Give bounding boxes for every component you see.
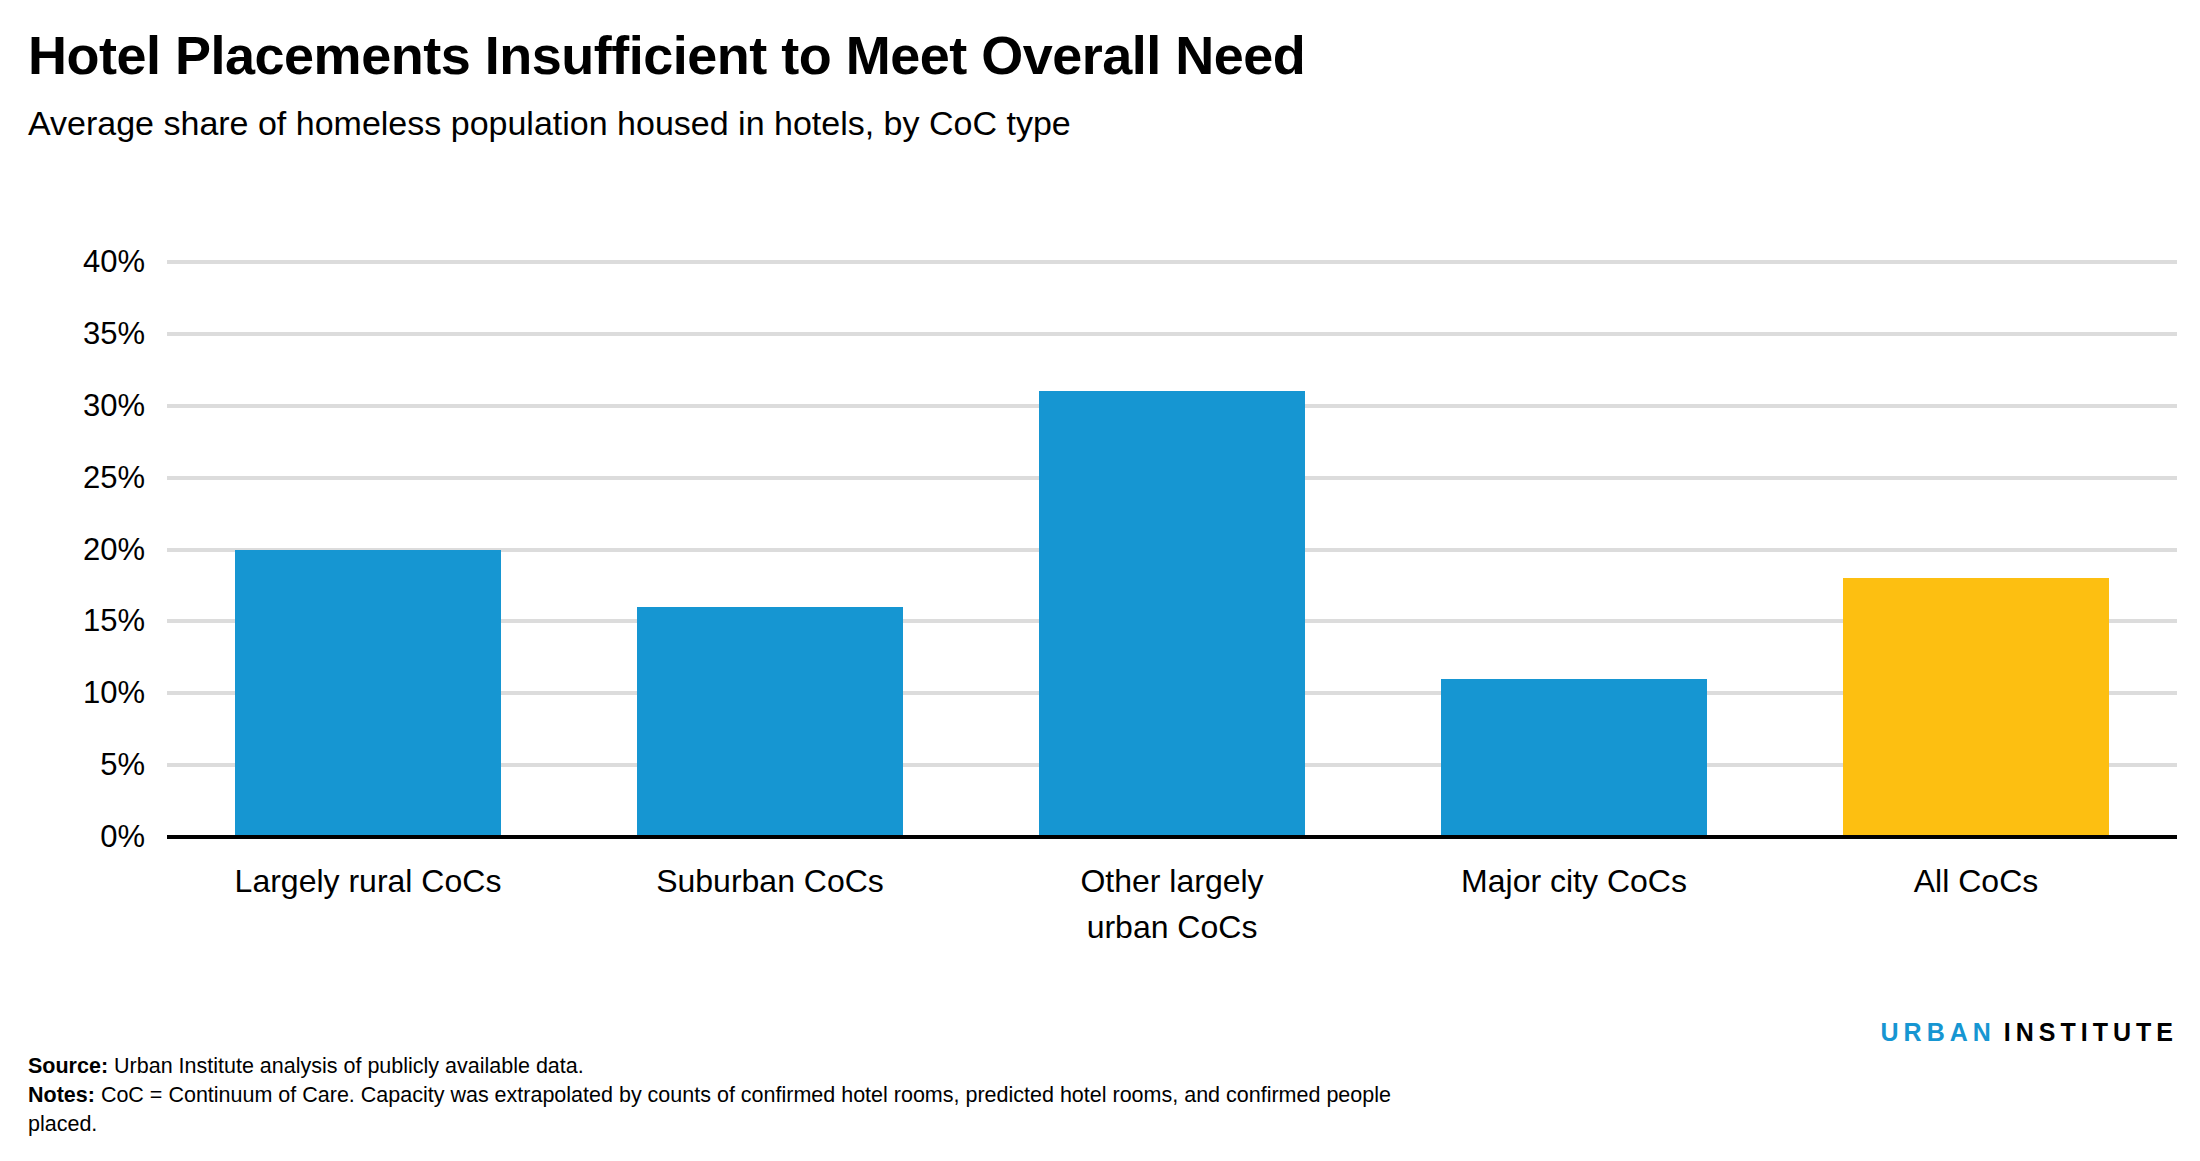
y-axis: 40%35%30%25%20%15%10%5%0% <box>0 262 145 837</box>
footer-notes: Source: Urban Institute analysis of publ… <box>28 1052 1428 1139</box>
bar-3 <box>1039 391 1305 837</box>
y-tick-label-40: 40% <box>83 244 145 280</box>
x-axis-labels: Largely rural CoCsSuburban CoCsOther lar… <box>167 858 2177 950</box>
x-label-3: Other largely urban CoCs <box>971 858 1373 950</box>
x-label-2: Suburban CoCs <box>569 858 971 950</box>
y-tick-label-15: 15% <box>83 603 145 639</box>
bar-4 <box>1441 679 1707 837</box>
y-tick-label-25: 25% <box>83 460 145 496</box>
source-text: Urban Institute analysis of publicly ava… <box>108 1054 584 1078</box>
logo-word-institute: INSTITUTE <box>2004 1018 2178 1046</box>
x-axis-line <box>167 835 2177 839</box>
chart-subtitle: Average share of homeless population hou… <box>28 104 1071 143</box>
notes-label: Notes: <box>28 1083 95 1107</box>
x-label-5: All CoCs <box>1775 858 2177 950</box>
x-label-1: Largely rural CoCs <box>167 858 569 950</box>
gridline-35 <box>167 332 2177 336</box>
urban-institute-logo: URBAN INSTITUTE <box>1881 1018 2178 1047</box>
y-tick-label-10: 10% <box>83 675 145 711</box>
chart-title: Hotel Placements Insufficient to Meet Ov… <box>28 24 1305 86</box>
y-tick-label-20: 20% <box>83 532 145 568</box>
logo-word-urban: URBAN <box>1881 1018 1996 1046</box>
plot-area <box>167 262 2177 837</box>
y-tick-label-35: 35% <box>83 316 145 352</box>
bar-5 <box>1843 578 2109 837</box>
source-label: Source: <box>28 1054 108 1078</box>
notes-text: CoC = Continuum of Care. Capacity was ex… <box>28 1083 1391 1136</box>
x-label-4: Major city CoCs <box>1373 858 1775 950</box>
gridline-40 <box>167 260 2177 264</box>
bar-2 <box>637 607 903 837</box>
y-tick-label-5: 5% <box>100 747 145 783</box>
y-tick-label-30: 30% <box>83 388 145 424</box>
y-tick-label-0: 0% <box>100 819 145 855</box>
bar-1 <box>235 550 501 838</box>
